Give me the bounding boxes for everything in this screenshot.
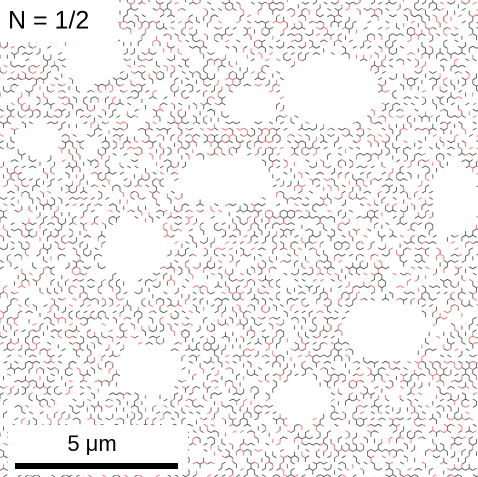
scale-bar <box>15 463 178 469</box>
panel-label: N = 1/2 <box>8 7 89 35</box>
scale-bar-label: 5 μm <box>67 431 116 456</box>
label-backdrop <box>0 0 118 42</box>
